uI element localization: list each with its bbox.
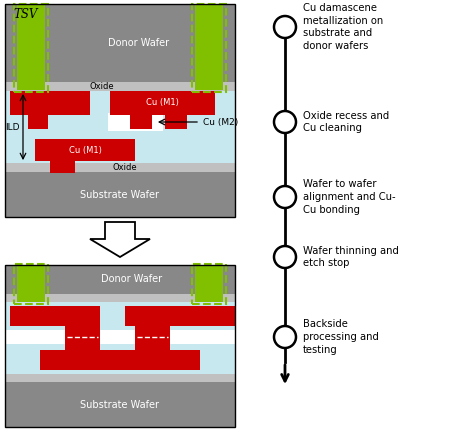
Bar: [50, 159, 75, 173]
Bar: [195, 265, 223, 302]
Bar: [108, 113, 163, 131]
Bar: [17, 5, 45, 90]
Text: Cu (M1): Cu (M1): [146, 98, 179, 108]
Bar: [125, 306, 235, 326]
Bar: [5, 4, 235, 82]
Bar: [195, 5, 223, 90]
Bar: [5, 344, 235, 374]
Text: Cu damascene
metallization on
substrate and
donor wafers: Cu damascene metallization on substrate …: [303, 3, 383, 51]
Bar: [5, 4, 235, 217]
Bar: [110, 91, 215, 115]
Text: Oxide: Oxide: [89, 82, 114, 91]
Bar: [35, 139, 135, 161]
Text: ILD: ILD: [6, 123, 20, 131]
Text: Oxide recess and
Cu cleaning: Oxide recess and Cu cleaning: [303, 111, 389, 133]
Bar: [17, 265, 45, 302]
Circle shape: [274, 16, 296, 38]
Bar: [10, 91, 90, 115]
Text: Cu (M1): Cu (M1): [69, 146, 101, 155]
Text: Substrate Wafer: Substrate Wafer: [81, 400, 159, 410]
Bar: [5, 172, 235, 217]
Bar: [5, 91, 235, 163]
Bar: [5, 302, 235, 330]
Bar: [5, 163, 235, 172]
Text: Donor Wafer: Donor Wafer: [108, 38, 169, 48]
Text: TSV: TSV: [13, 8, 37, 21]
Bar: [5, 374, 235, 382]
Text: Substrate Wafer: Substrate Wafer: [81, 190, 159, 200]
Bar: [5, 294, 235, 302]
Text: Cu (M2): Cu (M2): [203, 118, 238, 127]
Bar: [10, 306, 100, 326]
Circle shape: [274, 326, 296, 348]
Text: Oxide: Oxide: [112, 163, 137, 172]
Bar: [192, 4, 226, 92]
Bar: [65, 315, 100, 359]
Bar: [130, 113, 152, 129]
Bar: [5, 330, 235, 344]
Bar: [5, 82, 235, 91]
Text: Wafer to wafer
alignment and Cu-
Cu bonding: Wafer to wafer alignment and Cu- Cu bond…: [303, 179, 396, 215]
Bar: [5, 265, 235, 427]
Bar: [192, 264, 226, 304]
Bar: [14, 264, 48, 304]
Text: Wafer thinning and
etch stop: Wafer thinning and etch stop: [303, 246, 399, 268]
Text: Donor Wafer: Donor Wafer: [101, 274, 162, 285]
Bar: [28, 113, 48, 129]
Bar: [5, 382, 235, 427]
Bar: [40, 350, 200, 370]
Bar: [135, 315, 170, 359]
Bar: [5, 265, 235, 294]
Text: Backside
processing and
testing: Backside processing and testing: [303, 319, 379, 355]
Circle shape: [274, 111, 296, 133]
Circle shape: [274, 186, 296, 208]
Bar: [165, 113, 187, 129]
Polygon shape: [90, 222, 150, 257]
Bar: [14, 4, 48, 92]
Circle shape: [274, 246, 296, 268]
